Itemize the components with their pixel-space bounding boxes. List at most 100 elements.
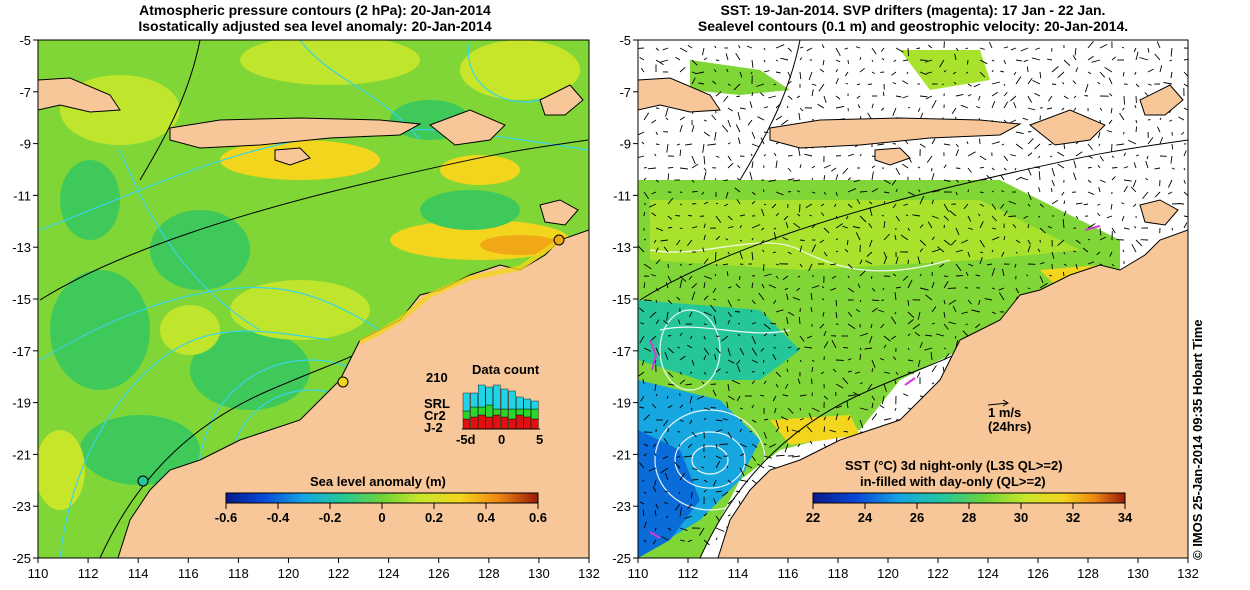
data-count-bars	[462, 384, 539, 430]
velocity-vector	[689, 311, 693, 318]
velocity-vector	[727, 155, 732, 161]
velocity-vector	[847, 370, 853, 373]
tide-gauge-marker-3	[137, 475, 149, 487]
velocity-vector	[751, 59, 754, 68]
velocity-vector	[715, 215, 722, 223]
velocity-vector	[663, 246, 669, 253]
velocity-vector	[926, 155, 933, 163]
velocity-vector	[882, 91, 885, 97]
velocity-vector	[937, 246, 945, 253]
velocity-vector	[655, 299, 658, 303]
velocity-vector	[843, 346, 849, 349]
velocity-vector	[1121, 202, 1125, 205]
velocity-vector	[1063, 251, 1065, 255]
velocity-vector	[751, 371, 755, 373]
velocity-vector	[931, 365, 937, 373]
velocity-vector	[1169, 59, 1173, 62]
velocity-vector	[1106, 215, 1113, 219]
velocity-vector	[847, 415, 851, 421]
velocity-vector	[751, 92, 754, 97]
velocity-vector	[871, 287, 876, 292]
velocity-vector	[967, 227, 974, 230]
velocity-vector	[1039, 227, 1046, 234]
velocity-vector	[751, 161, 754, 169]
velocity-vector	[691, 283, 698, 289]
velocity-vector	[796, 190, 801, 193]
velocity-vector	[810, 292, 813, 301]
velocity-vector	[713, 69, 717, 73]
left-colorbar-tick-label: 0	[378, 510, 385, 525]
velocity-vector	[768, 284, 777, 289]
velocity-vector	[679, 249, 682, 253]
velocity-vector	[847, 275, 850, 279]
velocity-vector	[820, 371, 825, 375]
velocity-vector	[775, 454, 785, 457]
velocity-vector	[1015, 239, 1021, 244]
velocity-vector	[639, 335, 645, 344]
velocity-vector	[1084, 83, 1089, 93]
velocity-vector	[691, 71, 697, 74]
velocity-vector	[703, 335, 706, 340]
velocity-vector	[1026, 274, 1029, 277]
velocity-vector	[796, 95, 801, 99]
velocity-vector	[763, 332, 768, 337]
data-count-title: Data count	[472, 362, 540, 377]
velocity-vector	[1039, 261, 1045, 265]
velocity-vector	[751, 380, 756, 385]
velocity-vector	[727, 215, 733, 221]
velocity-vector	[810, 307, 813, 313]
velocity-vector	[784, 443, 789, 453]
velocity-vector	[1013, 71, 1017, 76]
velocity-vector	[666, 311, 669, 321]
velocity-vector	[892, 82, 897, 85]
velocity-vector	[643, 453, 648, 457]
velocity-vector	[715, 515, 720, 521]
velocity-vector	[715, 429, 723, 433]
velocity-vector	[675, 214, 681, 217]
velocity-vector	[881, 395, 885, 405]
velocity-vector	[880, 47, 885, 52]
velocity-vector	[787, 80, 792, 85]
right-lon-tick-label: 132	[1177, 566, 1199, 581]
velocity-vector	[797, 213, 801, 217]
velocity-vector	[739, 224, 742, 229]
right-lat-tick-label: -21	[612, 447, 631, 462]
velocity-vector	[676, 239, 681, 246]
velocity-vector	[684, 143, 693, 146]
velocity-vector	[713, 298, 717, 301]
velocity-vector	[655, 131, 658, 136]
velocity-vector	[775, 275, 779, 279]
velocity-vector	[760, 394, 765, 397]
velocity-vector	[654, 153, 657, 157]
velocity-vector	[799, 57, 803, 61]
velocity-vector	[1057, 71, 1065, 79]
velocity-vector	[787, 251, 792, 255]
velocity-vector	[679, 47, 688, 53]
left-colorbar-tick-label: 0.6	[529, 510, 547, 525]
velocity-vector	[1135, 119, 1138, 124]
data-count-bar-segment	[470, 406, 478, 418]
velocity-vector	[775, 371, 782, 378]
velocity-vector	[847, 203, 853, 208]
velocity-vector	[746, 45, 753, 49]
velocity-vector	[660, 467, 669, 474]
velocity-vector	[1051, 167, 1056, 177]
velocity-vector	[907, 227, 911, 232]
velocity-vector	[955, 227, 960, 236]
velocity-vector	[955, 47, 959, 51]
velocity-vector	[1001, 190, 1005, 193]
velocity-vector	[1154, 191, 1161, 198]
velocity-vector	[1128, 139, 1137, 145]
velocity-vector	[931, 282, 935, 289]
velocity-vector	[999, 292, 1005, 301]
velocity-vector	[1110, 107, 1113, 114]
velocity-vector	[1003, 46, 1009, 49]
velocity-vector	[1027, 107, 1036, 111]
velocity-vector	[1111, 176, 1116, 181]
velocity-vector	[651, 119, 657, 124]
velocity-vector	[703, 371, 707, 375]
right-lat-tick-label: -13	[612, 240, 631, 255]
velocity-vector	[1063, 143, 1066, 149]
velocity-vector	[1099, 43, 1108, 49]
velocity-vector	[871, 59, 874, 62]
